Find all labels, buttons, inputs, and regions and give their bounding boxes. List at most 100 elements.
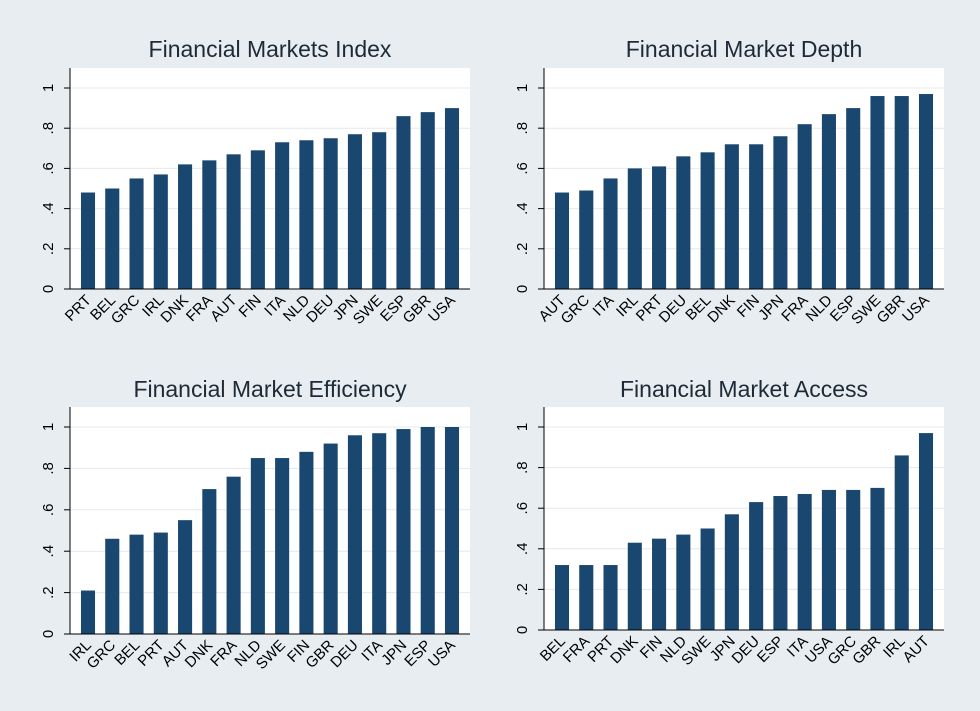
bar-fra — [797, 124, 812, 290]
bar-dnk — [627, 542, 642, 630]
x-tick-label: GRC — [557, 292, 593, 328]
chart-title: Financial Market Access — [620, 376, 868, 402]
bar-fin — [299, 451, 314, 634]
bar-fin — [652, 538, 667, 630]
bar-gbr — [323, 443, 338, 634]
bar-dnk — [724, 144, 739, 289]
bar-swe — [700, 528, 715, 630]
x-tick-label: USA — [899, 292, 933, 326]
y-tick-label: .2 — [514, 583, 531, 596]
y-tick-label: 0 — [514, 626, 531, 634]
bar-fin — [749, 144, 764, 289]
bar-aut — [226, 154, 241, 289]
bar-gbr — [420, 112, 435, 290]
bar-prt — [603, 565, 618, 630]
bar-deu — [347, 435, 362, 634]
y-tick-label: .6 — [40, 504, 57, 517]
bar-jpn — [396, 429, 411, 634]
bar-fra — [579, 565, 594, 630]
y-tick-label: 1 — [514, 423, 531, 431]
x-tick-label: AUT — [900, 633, 933, 666]
bar-irl — [627, 168, 642, 289]
bar-bel — [700, 152, 715, 289]
bar-jpn — [347, 134, 362, 289]
bar-ita — [372, 433, 387, 634]
bar-deu — [676, 156, 691, 289]
bar-swe — [372, 132, 387, 289]
x-tick-label: ESP — [754, 633, 787, 666]
bar-bel — [129, 534, 144, 634]
bar-gbr — [894, 96, 909, 289]
x-tick-label: ITA — [590, 292, 618, 320]
y-tick-label: .8 — [514, 122, 531, 135]
y-tick-label: .8 — [40, 462, 57, 475]
bar-bel — [554, 565, 570, 630]
bar-gbr — [870, 487, 885, 630]
chart-panel-2: Financial Market Depth0.2.4.6.81AUTGRCIT… — [514, 36, 944, 328]
y-tick-label: .6 — [514, 162, 531, 175]
bar-jpn — [724, 514, 739, 630]
x-tick-label: USA — [425, 292, 459, 326]
bar-grc — [105, 538, 120, 634]
x-tick-label: FIN — [236, 292, 265, 321]
bar-esp — [420, 427, 435, 634]
y-tick-label: 1 — [40, 84, 57, 92]
bar-bel — [105, 188, 120, 289]
bar-irl — [80, 590, 96, 634]
bar-irl — [894, 455, 909, 630]
chart-panel-4: Financial Market Access0.2.4.6.81BELFRAP… — [514, 376, 944, 669]
bar-aut — [554, 192, 570, 289]
bar-jpn — [773, 136, 788, 289]
y-tick-label: .6 — [40, 162, 57, 175]
y-tick-label: .8 — [40, 122, 57, 135]
bar-esp — [846, 108, 861, 289]
bar-usa — [821, 489, 836, 630]
y-tick-label: 0 — [40, 285, 57, 293]
bar-dnk — [178, 164, 193, 289]
bar-fra — [202, 160, 217, 289]
y-tick-label: .6 — [514, 502, 531, 515]
bar-fra — [226, 476, 241, 634]
bar-ita — [797, 493, 812, 630]
bar-swe — [275, 458, 290, 634]
bar-prt — [652, 166, 667, 289]
bar-ita — [275, 142, 290, 289]
x-tick-label: GBR — [849, 633, 884, 668]
bar-nld — [250, 458, 265, 634]
bar-aut — [178, 520, 193, 634]
x-tick-label: USA — [425, 637, 459, 671]
bar-nld — [676, 534, 691, 630]
bar-grc — [129, 178, 144, 289]
x-tick-label: GRC — [108, 292, 144, 328]
y-tick-label: 1 — [514, 84, 531, 92]
bar-usa — [918, 94, 934, 289]
bar-deu — [323, 138, 338, 289]
bar-nld — [821, 114, 836, 289]
y-tick-label: .8 — [514, 461, 531, 474]
y-tick-label: .2 — [514, 243, 531, 256]
y-tick-label: 1 — [40, 423, 57, 431]
y-tick-label: .4 — [514, 543, 531, 556]
bar-esp — [396, 116, 411, 289]
y-tick-label: .4 — [514, 202, 531, 215]
y-tick-label: .2 — [40, 243, 57, 256]
bar-prt — [80, 192, 96, 289]
y-tick-label: .2 — [40, 586, 57, 599]
bar-grc — [579, 190, 594, 289]
y-tick-label: .4 — [40, 545, 57, 558]
bar-usa — [444, 427, 460, 634]
x-tick-label: DEU — [327, 637, 361, 671]
chart-title: Financial Markets Index — [149, 36, 392, 62]
chart-panel-3: Financial Market Efficiency0.2.4.6.81IRL… — [40, 376, 470, 673]
x-tick-label: SWE — [253, 637, 289, 673]
bar-esp — [773, 496, 788, 630]
bar-ita — [603, 178, 618, 289]
chart-panel-1: Financial Markets Index0.2.4.6.81PRTBELG… — [40, 36, 470, 328]
bar-aut — [918, 433, 934, 630]
bar-nld — [299, 140, 314, 289]
bar-usa — [444, 108, 460, 289]
bar-irl — [153, 174, 168, 289]
bar-swe — [870, 96, 885, 289]
bar-deu — [749, 502, 764, 630]
